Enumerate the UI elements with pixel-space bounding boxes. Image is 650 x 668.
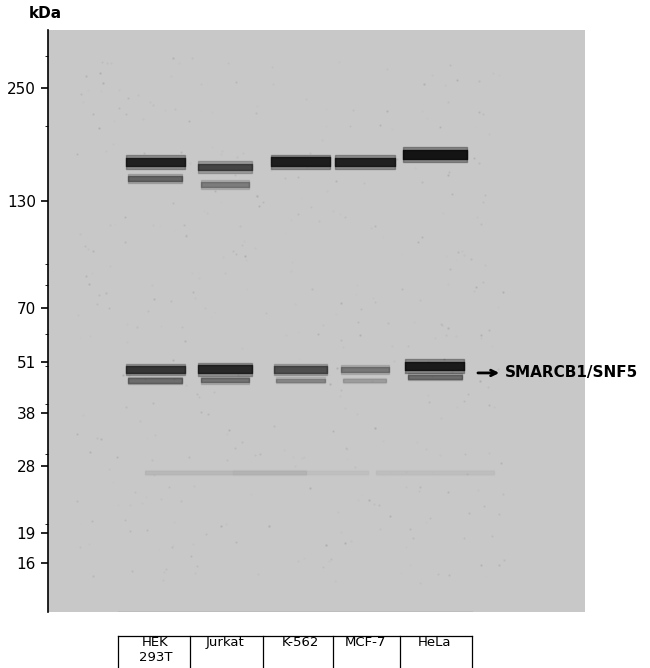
Text: MCF-7: MCF-7 <box>344 636 385 649</box>
Text: HEK
293T: HEK 293T <box>138 636 172 664</box>
Text: K-562: K-562 <box>281 636 319 649</box>
Text: kDa: kDa <box>29 6 62 21</box>
Text: SMARCB1/SNF5: SMARCB1/SNF5 <box>505 365 638 381</box>
Text: Jurkat: Jurkat <box>206 636 244 649</box>
Text: HeLa: HeLa <box>418 636 452 649</box>
